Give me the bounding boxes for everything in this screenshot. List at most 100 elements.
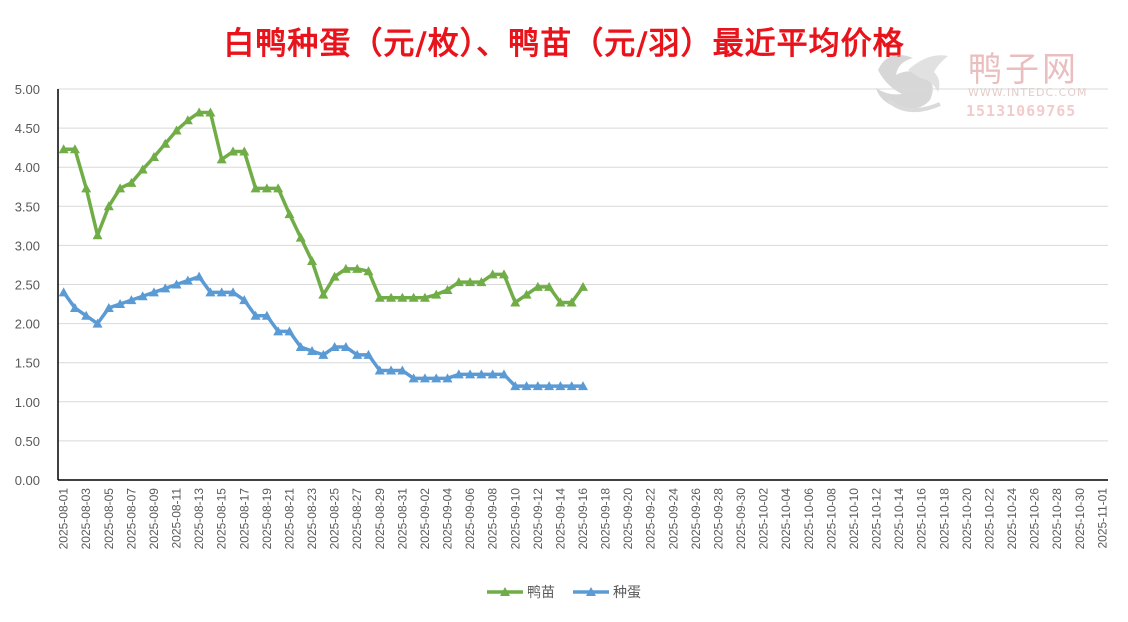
data-point [352,263,363,273]
data-point [92,318,103,328]
data-point [261,183,272,193]
x-tick-label: 2025-08-15 [215,488,229,550]
data-point [115,183,126,193]
data-point [273,183,284,193]
data-point [295,342,306,352]
x-tick-label: 2025-10-24 [1005,488,1019,550]
data-point [58,287,69,297]
data-point [171,125,182,135]
x-tick-label: 2025-09-10 [508,488,522,550]
x-tick-label: 2025-08-07 [124,488,138,550]
data-point [284,326,295,336]
data-point [103,201,114,211]
data-point [318,289,329,299]
data-point [261,310,272,320]
data-point [532,281,543,291]
x-tick-label: 2025-08-05 [102,488,116,550]
data-point [216,154,227,164]
duck-logo-icon [876,54,948,112]
data-point [363,349,374,359]
chart-title: 白鸭种蛋（元/枚）、鸭苗（元/羽）最近平均价格 [223,26,905,62]
data-point [126,177,137,187]
x-tick-label: 2025-08-25 [328,488,342,550]
y-tick-label: 0.50 [15,434,40,449]
data-point [69,302,80,312]
y-tick-label: 2.50 [15,278,40,293]
y-tick-label: 4.50 [15,121,40,136]
data-point [442,373,453,383]
y-tick-label: 1.50 [15,356,40,371]
data-point [228,146,238,156]
x-tick-label: 2025-08-11 [170,488,184,549]
data-point [555,297,566,307]
data-point [419,373,430,383]
data-point [228,287,238,297]
legend-marker [500,587,510,596]
x-tick-label: 2025-09-24 [666,488,680,550]
data-point [487,369,498,379]
y-tick-label: 3.50 [15,199,40,214]
data-point [160,283,171,293]
data-point [465,369,476,379]
y-tick-label: 1.00 [15,395,40,410]
data-point [397,292,408,302]
series-egg [58,271,588,391]
x-tick-label: 2025-09-30 [734,488,748,550]
axes [57,89,1108,481]
data-point [566,381,577,391]
x-tick-label: 2025-10-22 [982,488,996,550]
data-point [453,277,464,287]
data-point [555,381,566,391]
data-point [442,284,453,294]
data-point [284,209,295,219]
y-tick-label: 2.00 [15,317,40,332]
data-point [408,373,419,383]
x-tick-label: 2025-09-06 [463,488,477,550]
x-tick-label: 2025-09-04 [441,488,455,550]
data-point [510,381,521,391]
x-tick-label: 2025-10-04 [779,488,793,550]
y-tick-label: 5.00 [15,82,40,97]
data-point [374,365,385,375]
x-tick-label: 2025-09-22 [644,488,658,550]
data-point [386,292,397,302]
data-point [81,183,92,193]
x-tick-label: 2025-10-26 [1028,488,1042,550]
data-point [239,295,250,305]
data-point [318,349,329,359]
x-tick-label: 2025-08-21 [282,488,296,550]
series-lines [58,107,588,391]
data-point [103,302,114,312]
data-point [578,281,588,291]
data-point [386,365,397,375]
data-point [419,292,430,302]
data-point [544,281,555,291]
x-tick-label: 2025-09-16 [576,488,590,550]
x-tick-label: 2025-10-12 [870,488,884,550]
data-point [521,381,532,391]
x-tick-label: 2025-10-10 [847,488,861,550]
data-point [307,345,318,355]
data-point [250,183,261,193]
x-tick-label: 2025-09-12 [531,488,545,550]
x-tick-label: 2025-08-31 [395,488,409,550]
x-tick-label: 2025-09-20 [621,488,635,550]
x-tick-label: 2025-09-14 [553,488,567,550]
data-point [194,271,205,281]
data-point [148,152,159,162]
data-point [340,342,351,352]
x-tick-label: 2025-10-20 [960,488,974,550]
legend-label: 鸭苗 [527,585,555,601]
legend: 鸭苗 种蛋 [487,585,641,601]
data-point [92,230,103,240]
x-tick-label: 2025-08-09 [147,488,161,550]
data-point [566,297,577,307]
x-tick-label: 2025-10-08 [824,488,838,550]
data-point [340,263,351,273]
data-point [69,144,80,154]
data-point [205,107,216,117]
y-axis-ticks: 0.00 0.50 1.00 1.50 2.00 2.50 3.00 3.50 4.00 4.50… [15,82,40,488]
data-point [329,342,340,352]
x-tick-label: 2025-08-17 [237,488,251,550]
data-point [431,289,442,299]
